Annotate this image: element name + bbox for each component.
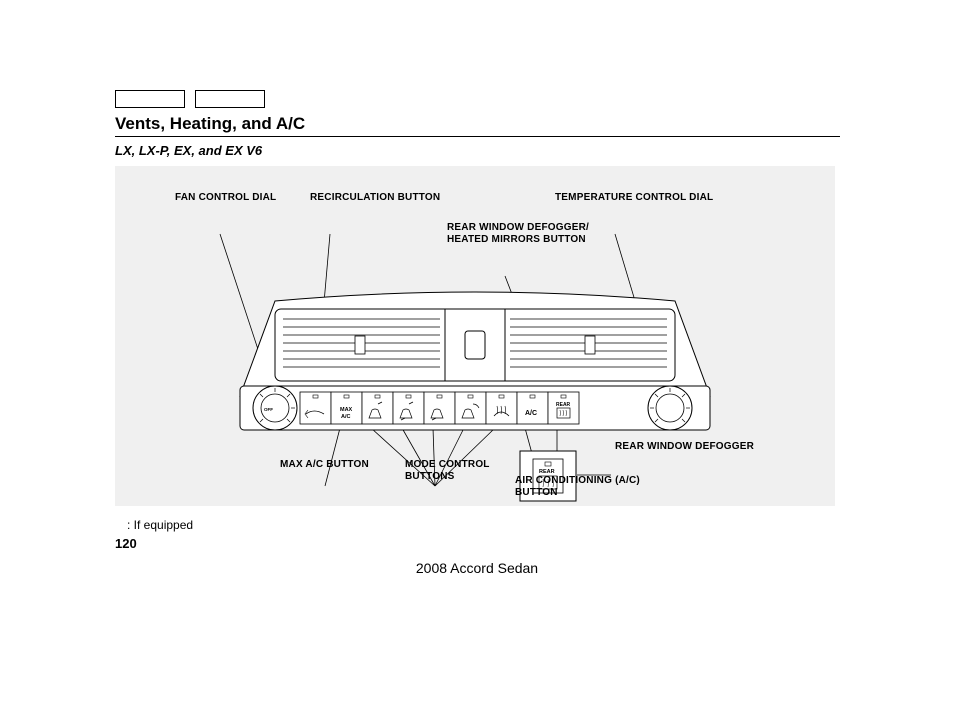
- label-mode-ctrl-2: BUTTONS: [405, 471, 455, 483]
- page-title: Vents, Heating, and A/C: [115, 114, 840, 137]
- nav-box: [115, 90, 185, 108]
- svg-text:MAX: MAX: [340, 407, 353, 413]
- footer-vehicle: 2008 Accord Sedan: [0, 560, 954, 576]
- nav-box: [195, 90, 265, 108]
- dial-off-label: OFF: [264, 407, 273, 412]
- svg-text:A/C: A/C: [341, 414, 351, 420]
- ac-panel-diagram: OFF: [115, 196, 835, 536]
- label-temp-dial: TEMPERATURE CONTROL DIAL: [555, 192, 713, 204]
- label-ac-btn-2: BUTTON: [515, 487, 558, 499]
- label-max-ac: MAX A/C BUTTON: [280, 459, 369, 471]
- svg-text:REAR: REAR: [556, 402, 571, 408]
- diagram-container: FAN CONTROL DIAL RECIRCULATION BUTTON TE…: [115, 166, 835, 506]
- svg-text:A/C: A/C: [525, 410, 537, 417]
- label-rear-defog-mirror-1: REAR WINDOW DEFOGGER/: [447, 222, 589, 234]
- page-subtitle: LX, LX-P, EX, and EX V6: [115, 143, 840, 158]
- label-recirc: RECIRCULATION BUTTON: [310, 192, 440, 204]
- nav-boxes: [115, 90, 840, 108]
- page-number: 120: [115, 536, 840, 551]
- label-mode-ctrl-1: MODE CONTROL: [405, 459, 490, 471]
- label-ac-btn-1: AIR CONDITIONING (A/C): [515, 475, 640, 487]
- label-rear-defog-mirror-2: HEATED MIRRORS BUTTON: [447, 234, 586, 246]
- label-fan-dial: FAN CONTROL DIAL: [175, 192, 276, 204]
- label-rear-defog: REAR WINDOW DEFOGGER: [615, 441, 754, 453]
